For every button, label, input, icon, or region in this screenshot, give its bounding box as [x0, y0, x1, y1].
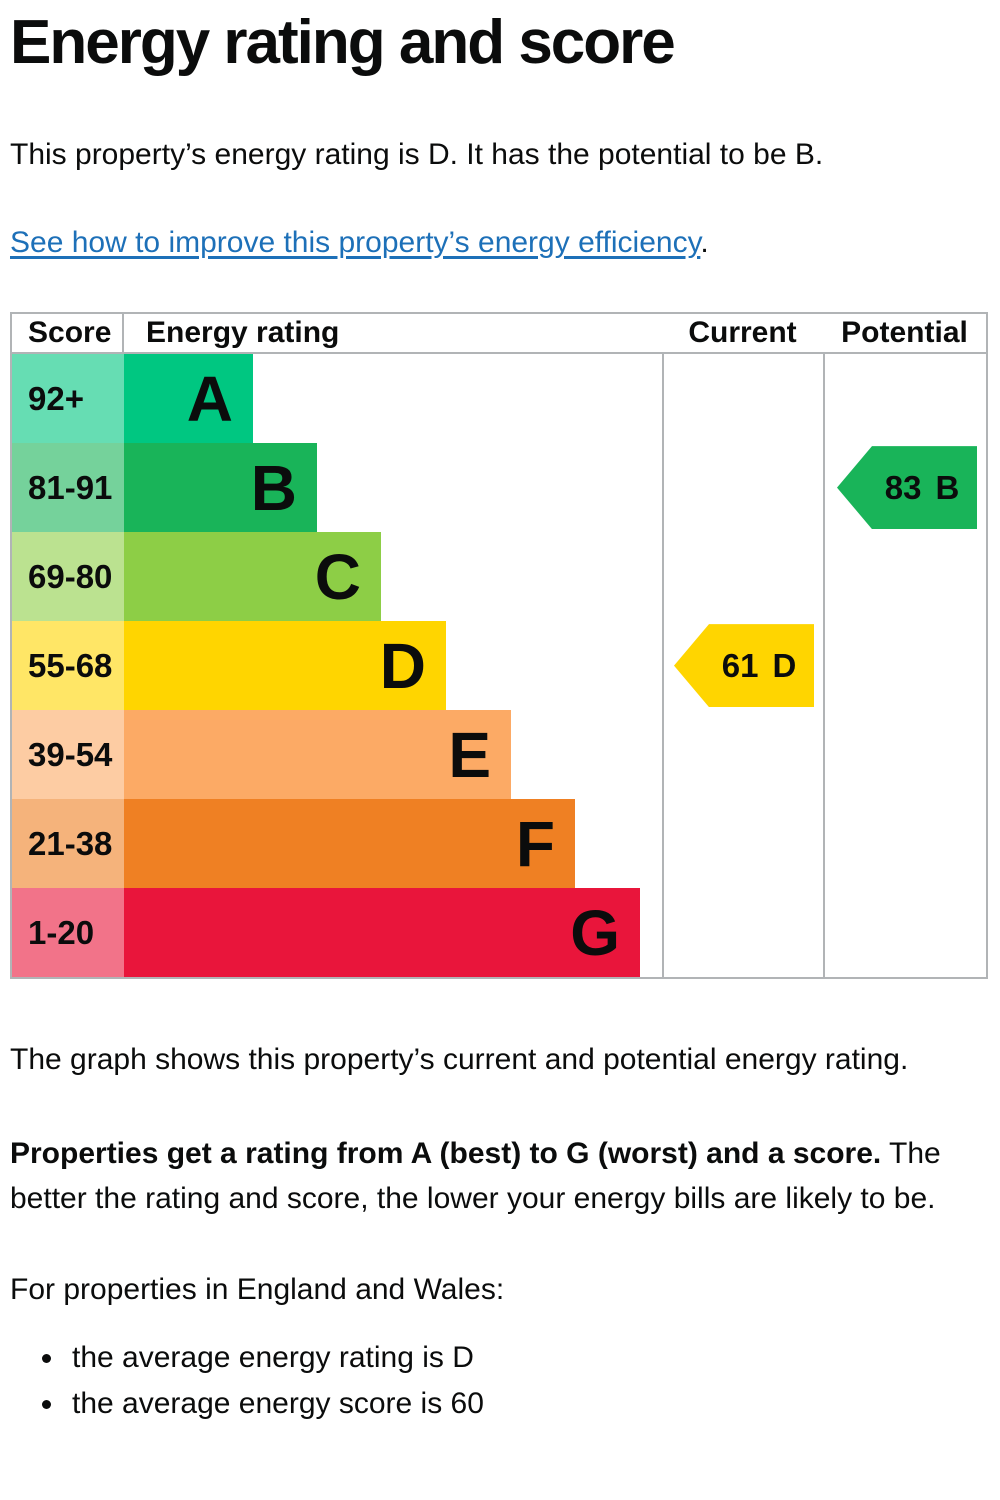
rating-band-bar: D	[124, 621, 446, 711]
current-column-cell	[662, 532, 823, 622]
score-range-cell: 55-68	[12, 621, 124, 711]
header-score: Score	[12, 314, 124, 355]
score-range-cell: 92+	[12, 354, 124, 444]
rating-band-cell: C	[124, 532, 662, 622]
header-potential: Potential	[823, 314, 986, 355]
rating-band-bar: B	[124, 443, 317, 533]
rating-band-bar: E	[124, 710, 511, 800]
rating-band-letter: E	[448, 718, 491, 791]
rating-band-cell: E	[124, 710, 662, 800]
rating-explanation-bold: Properties get a rating from A (best) to…	[10, 1137, 882, 1171]
current-column-cell	[662, 710, 823, 800]
potential-column-cell: 83 B	[823, 443, 986, 533]
score-range-cell: 39-54	[12, 710, 124, 800]
potential-column-cell	[823, 354, 986, 444]
rating-explanation: Properties get a rating from A (best) to…	[10, 1131, 988, 1221]
epc-chart: Score Energy rating Current Potential 92…	[10, 312, 988, 980]
current-rating-arrow-score: 61	[721, 646, 759, 684]
potential-rating-arrow-band-letter: B	[935, 468, 960, 506]
header-current: Current	[662, 314, 823, 355]
potential-rating-arrow: 83 B	[837, 446, 977, 530]
potential-column-cell	[823, 710, 986, 800]
potential-rating-arrow-score: 83	[884, 468, 922, 506]
page-title: Energy rating and score	[10, 8, 676, 77]
rating-band-bar: C	[124, 532, 381, 622]
potential-column-cell	[823, 888, 986, 978]
potential-column-cell	[823, 532, 986, 622]
score-range-cell: 1-20	[12, 888, 124, 978]
rating-band-bar: F	[124, 799, 575, 889]
current-rating-arrow: 61 D	[674, 624, 814, 708]
current-column-cell	[662, 354, 823, 444]
list-item: the average energy score is 60	[66, 1387, 988, 1421]
graph-caption: The graph shows this property’s current …	[10, 1043, 909, 1077]
current-column-cell	[662, 799, 823, 889]
rating-band-cell: D	[124, 621, 662, 711]
rating-band-letter: A	[186, 362, 233, 435]
rating-band-letter: F	[515, 807, 555, 880]
score-range-cell: 21-38	[12, 799, 124, 889]
improve-efficiency-link[interactable]: See how to improve this property’s energ…	[10, 226, 701, 260]
current-column-cell	[662, 443, 823, 533]
rating-band-cell: F	[124, 799, 662, 889]
rating-band-cell: A	[124, 354, 662, 444]
intro-text: This property’s energy rating is D. It h…	[10, 138, 824, 172]
rating-band-letter: G	[570, 896, 620, 969]
link-suffix: .	[700, 226, 709, 260]
rating-explanation-rest: The better the rating and score, the low…	[10, 1137, 941, 1216]
region-heading: For properties in England and Wales:	[10, 1273, 505, 1307]
current-rating-arrow-band-letter: D	[772, 646, 797, 684]
improve-link-line: See how to improve this property’s energ…	[10, 226, 988, 260]
rating-band-letter: D	[379, 629, 426, 702]
header-energy-rating: Energy rating	[124, 314, 662, 355]
average-facts-list: the average energy rating is D the avera…	[10, 1341, 988, 1421]
rating-band-cell: B	[124, 443, 662, 533]
rating-band-cell: G	[124, 888, 662, 978]
rating-band-bar: A	[124, 354, 253, 444]
rating-band-bar: G	[124, 888, 640, 978]
rating-band-letter: C	[314, 540, 361, 613]
list-item: the average energy rating is D	[66, 1341, 988, 1375]
score-range-cell: 69-80	[12, 532, 124, 622]
score-range-cell: 81-91	[12, 443, 124, 533]
rating-band-letter: B	[250, 451, 297, 524]
current-column-cell	[662, 888, 823, 978]
potential-column-cell	[823, 621, 986, 711]
current-column-cell: 61 D	[662, 621, 823, 711]
potential-column-cell	[823, 799, 986, 889]
